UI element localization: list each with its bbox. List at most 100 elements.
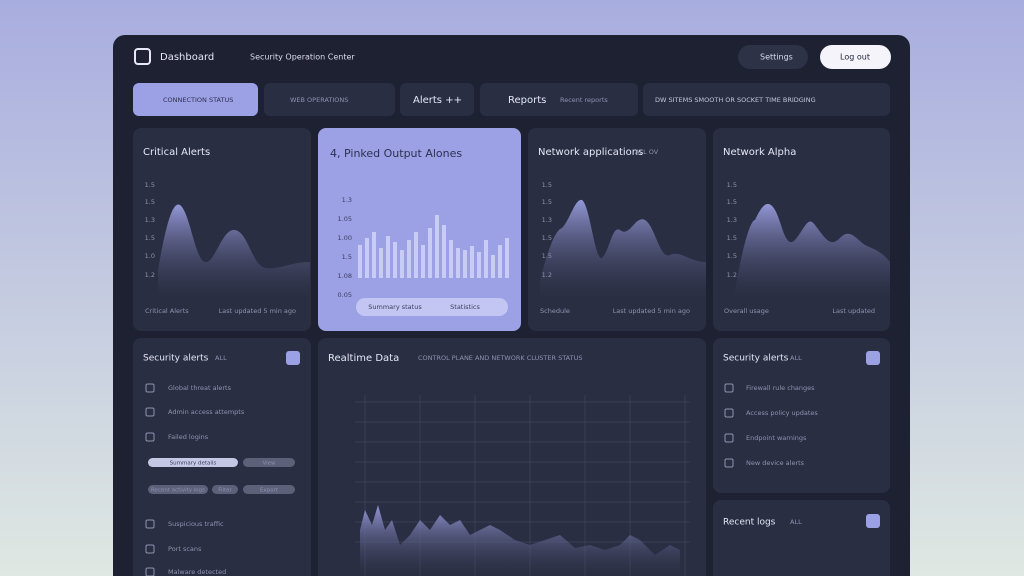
list-item: Malware detected	[168, 568, 226, 576]
list-icon	[724, 383, 734, 393]
card-footer: Schedule	[540, 307, 570, 315]
tab-label: Alerts ++	[413, 95, 462, 106]
panel-title: Realtime Data	[328, 353, 399, 364]
list-item: Suspicious traffic	[168, 520, 224, 528]
y-tick-label: 1.2	[727, 271, 737, 279]
list-item: Global threat alerts	[168, 384, 232, 392]
tab-note: Recent reports	[560, 96, 608, 104]
panel-title: Recent logs	[723, 518, 776, 528]
y-tick-label: 1.2	[145, 271, 155, 279]
panel	[713, 338, 890, 493]
area-chart	[540, 199, 706, 300]
panel-note: ALL	[215, 354, 227, 362]
list-icon	[724, 458, 734, 468]
tab[interactable]	[643, 83, 890, 116]
list-icon	[145, 407, 155, 417]
y-tick-label: 1.05	[338, 215, 352, 223]
card-note: ALL OV	[635, 148, 659, 156]
panel-icon[interactable]	[866, 351, 880, 365]
list-item: Endpoint warnings	[746, 434, 807, 442]
pill[interactable]	[243, 485, 295, 494]
settings-label: Settings	[760, 53, 793, 62]
y-tick-label: 1.00	[338, 234, 352, 242]
panel-icon[interactable]	[286, 351, 300, 365]
card	[713, 128, 890, 331]
y-tick-label: 1.3	[542, 216, 552, 224]
y-tick-label: 1.0	[145, 252, 155, 260]
list-icon	[145, 544, 155, 554]
y-tick-label: 1.5	[727, 252, 737, 260]
card-footer: Overall usage	[724, 307, 769, 315]
card-title: 4, Pinked Output Alones	[330, 147, 462, 160]
y-tick-label: 0.05	[338, 291, 352, 299]
pill[interactable]	[212, 485, 238, 494]
list-item: Admin access attempts	[168, 408, 245, 416]
button-group[interactable]	[356, 298, 508, 316]
y-tick-label: 1.3	[342, 196, 352, 204]
y-tick-label: 1.5	[727, 198, 737, 206]
pill-label: Filter	[218, 488, 232, 494]
list-item: New device alerts	[746, 459, 805, 467]
panel-icon[interactable]	[866, 514, 880, 528]
pill-label: View	[262, 461, 276, 467]
pill[interactable]	[148, 485, 208, 494]
y-tick-label: 1.2	[542, 271, 552, 279]
panel-note: ALL	[790, 354, 802, 362]
y-tick-label: 1.5	[542, 198, 552, 206]
y-tick-label: 1.5	[145, 234, 155, 242]
y-tick-label: 1.5	[727, 181, 737, 189]
tab-label: CONNECTION STATUS	[163, 96, 233, 104]
y-tick-label: 1.3	[727, 216, 737, 224]
panel	[318, 338, 706, 576]
tab-active[interactable]	[133, 83, 258, 116]
y-tick-label: 1.08	[338, 272, 352, 280]
area-chart	[158, 204, 310, 300]
y-tick-label: 1.5	[542, 181, 552, 189]
panel	[713, 500, 890, 576]
tab-label: WEB OPERATIONS	[290, 96, 348, 104]
pill[interactable]	[243, 458, 295, 467]
y-tick-label: 1.3	[145, 216, 155, 224]
y-tick-label: 1.5	[542, 252, 552, 260]
tab[interactable]	[400, 83, 474, 116]
y-tick-label: 1.5	[342, 253, 352, 261]
button-label: Statistics	[450, 303, 480, 311]
list-item: Firewall rule changes	[746, 384, 815, 392]
area-chart	[360, 505, 680, 576]
tab[interactable]	[264, 83, 395, 116]
y-tick-label: 1.5	[542, 234, 552, 242]
subtitle: Security Operation Center	[250, 53, 355, 62]
card-title: Critical Alerts	[143, 147, 210, 158]
grid	[355, 395, 690, 576]
y-tick-label: 1.5	[145, 198, 155, 206]
list-icon	[145, 567, 155, 576]
panel-title: Security alerts	[723, 354, 789, 364]
card-footer: Last updated	[832, 307, 875, 315]
tab-label: DW SITEMS SMOOTH OR SOCKET TIME BRIDGING	[655, 96, 816, 104]
pill-label: Export	[260, 488, 279, 494]
list-icon	[724, 433, 734, 443]
settings-button[interactable]	[738, 45, 808, 69]
list-item: Failed logins	[168, 433, 209, 441]
button-label: Summary status	[368, 303, 422, 311]
card	[133, 128, 311, 331]
card-footer: Critical Alerts	[145, 307, 189, 315]
logout-button[interactable]	[820, 45, 891, 69]
list-icon	[145, 519, 155, 529]
app-name: Dashboard	[160, 52, 214, 63]
list-icon	[145, 383, 155, 393]
bar-chart	[358, 215, 509, 278]
list-item: Port scans	[168, 545, 202, 553]
card-highlight	[318, 128, 521, 331]
panel-note: CONTROL PLANE AND NETWORK CLUSTER STATUS	[418, 354, 582, 362]
logo	[134, 48, 151, 65]
pill[interactable]	[148, 458, 238, 467]
area-chart	[735, 203, 890, 300]
panel	[133, 338, 311, 576]
pill-label: Recent activity logs	[151, 488, 205, 494]
y-tick-label: 1.5	[727, 234, 737, 242]
tab[interactable]	[480, 83, 638, 116]
card-title: Network Alpha	[723, 147, 796, 158]
